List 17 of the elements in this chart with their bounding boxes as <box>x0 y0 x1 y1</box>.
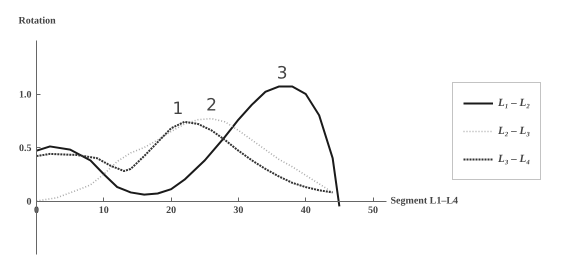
legend-label: L₂ – L₃ <box>498 125 530 137</box>
annotation: 3 <box>276 64 288 84</box>
x-tick-label: 40 <box>300 205 311 216</box>
annotation: 2 <box>206 96 217 116</box>
y-axis-title: Rotation <box>18 16 56 26</box>
x-axis-title: Segment L1–L4 <box>390 196 458 206</box>
annotation: 1 <box>172 98 184 119</box>
y-tick-label: 0.5 <box>19 143 32 154</box>
x-tick-label: 20 <box>166 205 176 216</box>
line-series <box>36 86 340 208</box>
legend-label: L₁ – L₂ <box>498 97 530 109</box>
y-tick-label: 0 <box>26 196 32 208</box>
legend-label: L₃ – L₄ <box>498 153 530 165</box>
x-tick-label: 50 <box>368 205 378 216</box>
y-tick-label: 1.0 <box>19 90 32 100</box>
x-tick-label: 30 <box>233 205 244 216</box>
x-tick-label: 10 <box>98 205 109 216</box>
